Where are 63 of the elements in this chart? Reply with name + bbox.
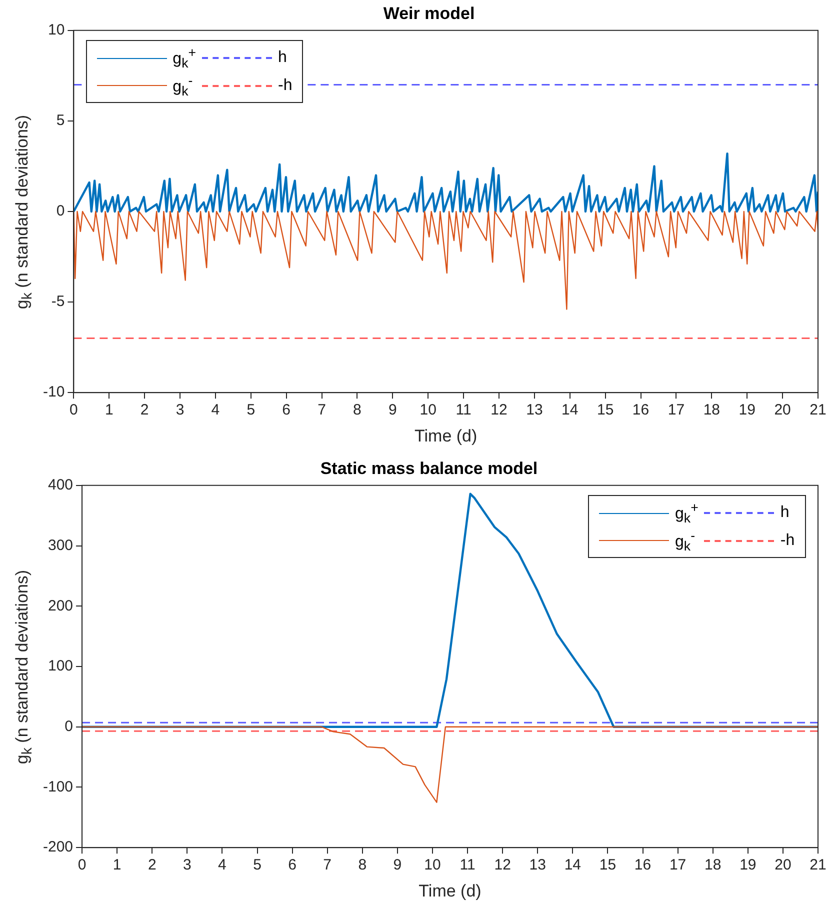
legend-label: -h [278, 76, 292, 95]
x-tick-label: 14 [562, 402, 578, 419]
x-axis-title: Time (d) [418, 881, 482, 900]
chart-title: Static mass balance model [320, 458, 538, 478]
x-tick-label: 14 [564, 856, 582, 874]
chart-title: Weir model [383, 4, 475, 23]
y-tick-label: 0 [56, 202, 65, 220]
y-tick-label: 10 [48, 22, 65, 39]
y-tick-label: 5 [56, 112, 65, 130]
x-tick-label: 9 [388, 402, 397, 419]
x-tick-label: 15 [599, 856, 616, 874]
x-tick-label: 3 [182, 856, 192, 874]
y-tick-label: 400 [48, 476, 74, 494]
x-axis-title: Time (d) [414, 426, 478, 446]
x-tick-label: 16 [634, 856, 652, 874]
x-tick-label: 8 [353, 402, 362, 419]
x-tick-label: 10 [424, 856, 441, 874]
y-tick-label: 100 [48, 658, 74, 675]
x-tick-label: 5 [246, 402, 256, 419]
x-tick-label: 19 [740, 856, 756, 874]
x-tick-label: 3 [176, 402, 184, 419]
y-tick-label: 200 [48, 597, 74, 614]
x-tick-label: 20 [774, 856, 792, 874]
x-tick-label: 18 [704, 856, 722, 874]
x-tick-label: 21 [810, 402, 826, 419]
x-tick-label: 18 [703, 402, 720, 419]
x-tick-label: 21 [810, 856, 826, 874]
x-tick-label: 9 [393, 856, 402, 874]
x-tick-label: 17 [669, 856, 686, 874]
x-tick-label: 0 [78, 856, 86, 874]
x-tick-label: 5 [253, 856, 262, 874]
x-tick-label: 20 [774, 402, 791, 419]
x-tick-label: 2 [148, 856, 156, 874]
x-tick-label: 8 [358, 856, 367, 874]
y-tick-label: -10 [42, 384, 65, 401]
x-tick-label: 7 [318, 402, 326, 419]
x-tick-label: 11 [456, 402, 472, 419]
legend-label: -h [780, 532, 795, 550]
legend-label: h [278, 49, 288, 68]
x-tick-label: 1 [112, 856, 122, 874]
y-tick-label: -200 [42, 838, 74, 856]
x-tick-label: 10 [420, 402, 436, 419]
x-tick-label: 17 [668, 402, 685, 419]
x-tick-label: 11 [460, 856, 476, 874]
legend-label: h [780, 504, 790, 522]
y-tick-label: -5 [51, 293, 65, 310]
y-tick-label: 300 [48, 536, 74, 554]
x-tick-label: 13 [526, 402, 543, 419]
x-tick-label: 13 [529, 856, 546, 874]
x-tick-label: 6 [288, 856, 296, 874]
x-tick-label: 12 [494, 856, 511, 874]
x-tick-label: 4 [218, 856, 226, 874]
x-tick-label: 4 [211, 402, 220, 419]
y-tick-label: -100 [42, 778, 74, 796]
y-tick-label: 0 [64, 718, 74, 736]
x-tick-label: 1 [104, 402, 114, 419]
x-tick-label: 12 [490, 402, 508, 419]
x-tick-label: 16 [632, 402, 650, 419]
x-tick-label: 7 [323, 856, 332, 874]
x-tick-label: 15 [596, 402, 614, 419]
x-tick-label: 6 [282, 402, 291, 419]
x-tick-label: 2 [140, 402, 149, 419]
x-tick-label: 19 [738, 402, 756, 419]
